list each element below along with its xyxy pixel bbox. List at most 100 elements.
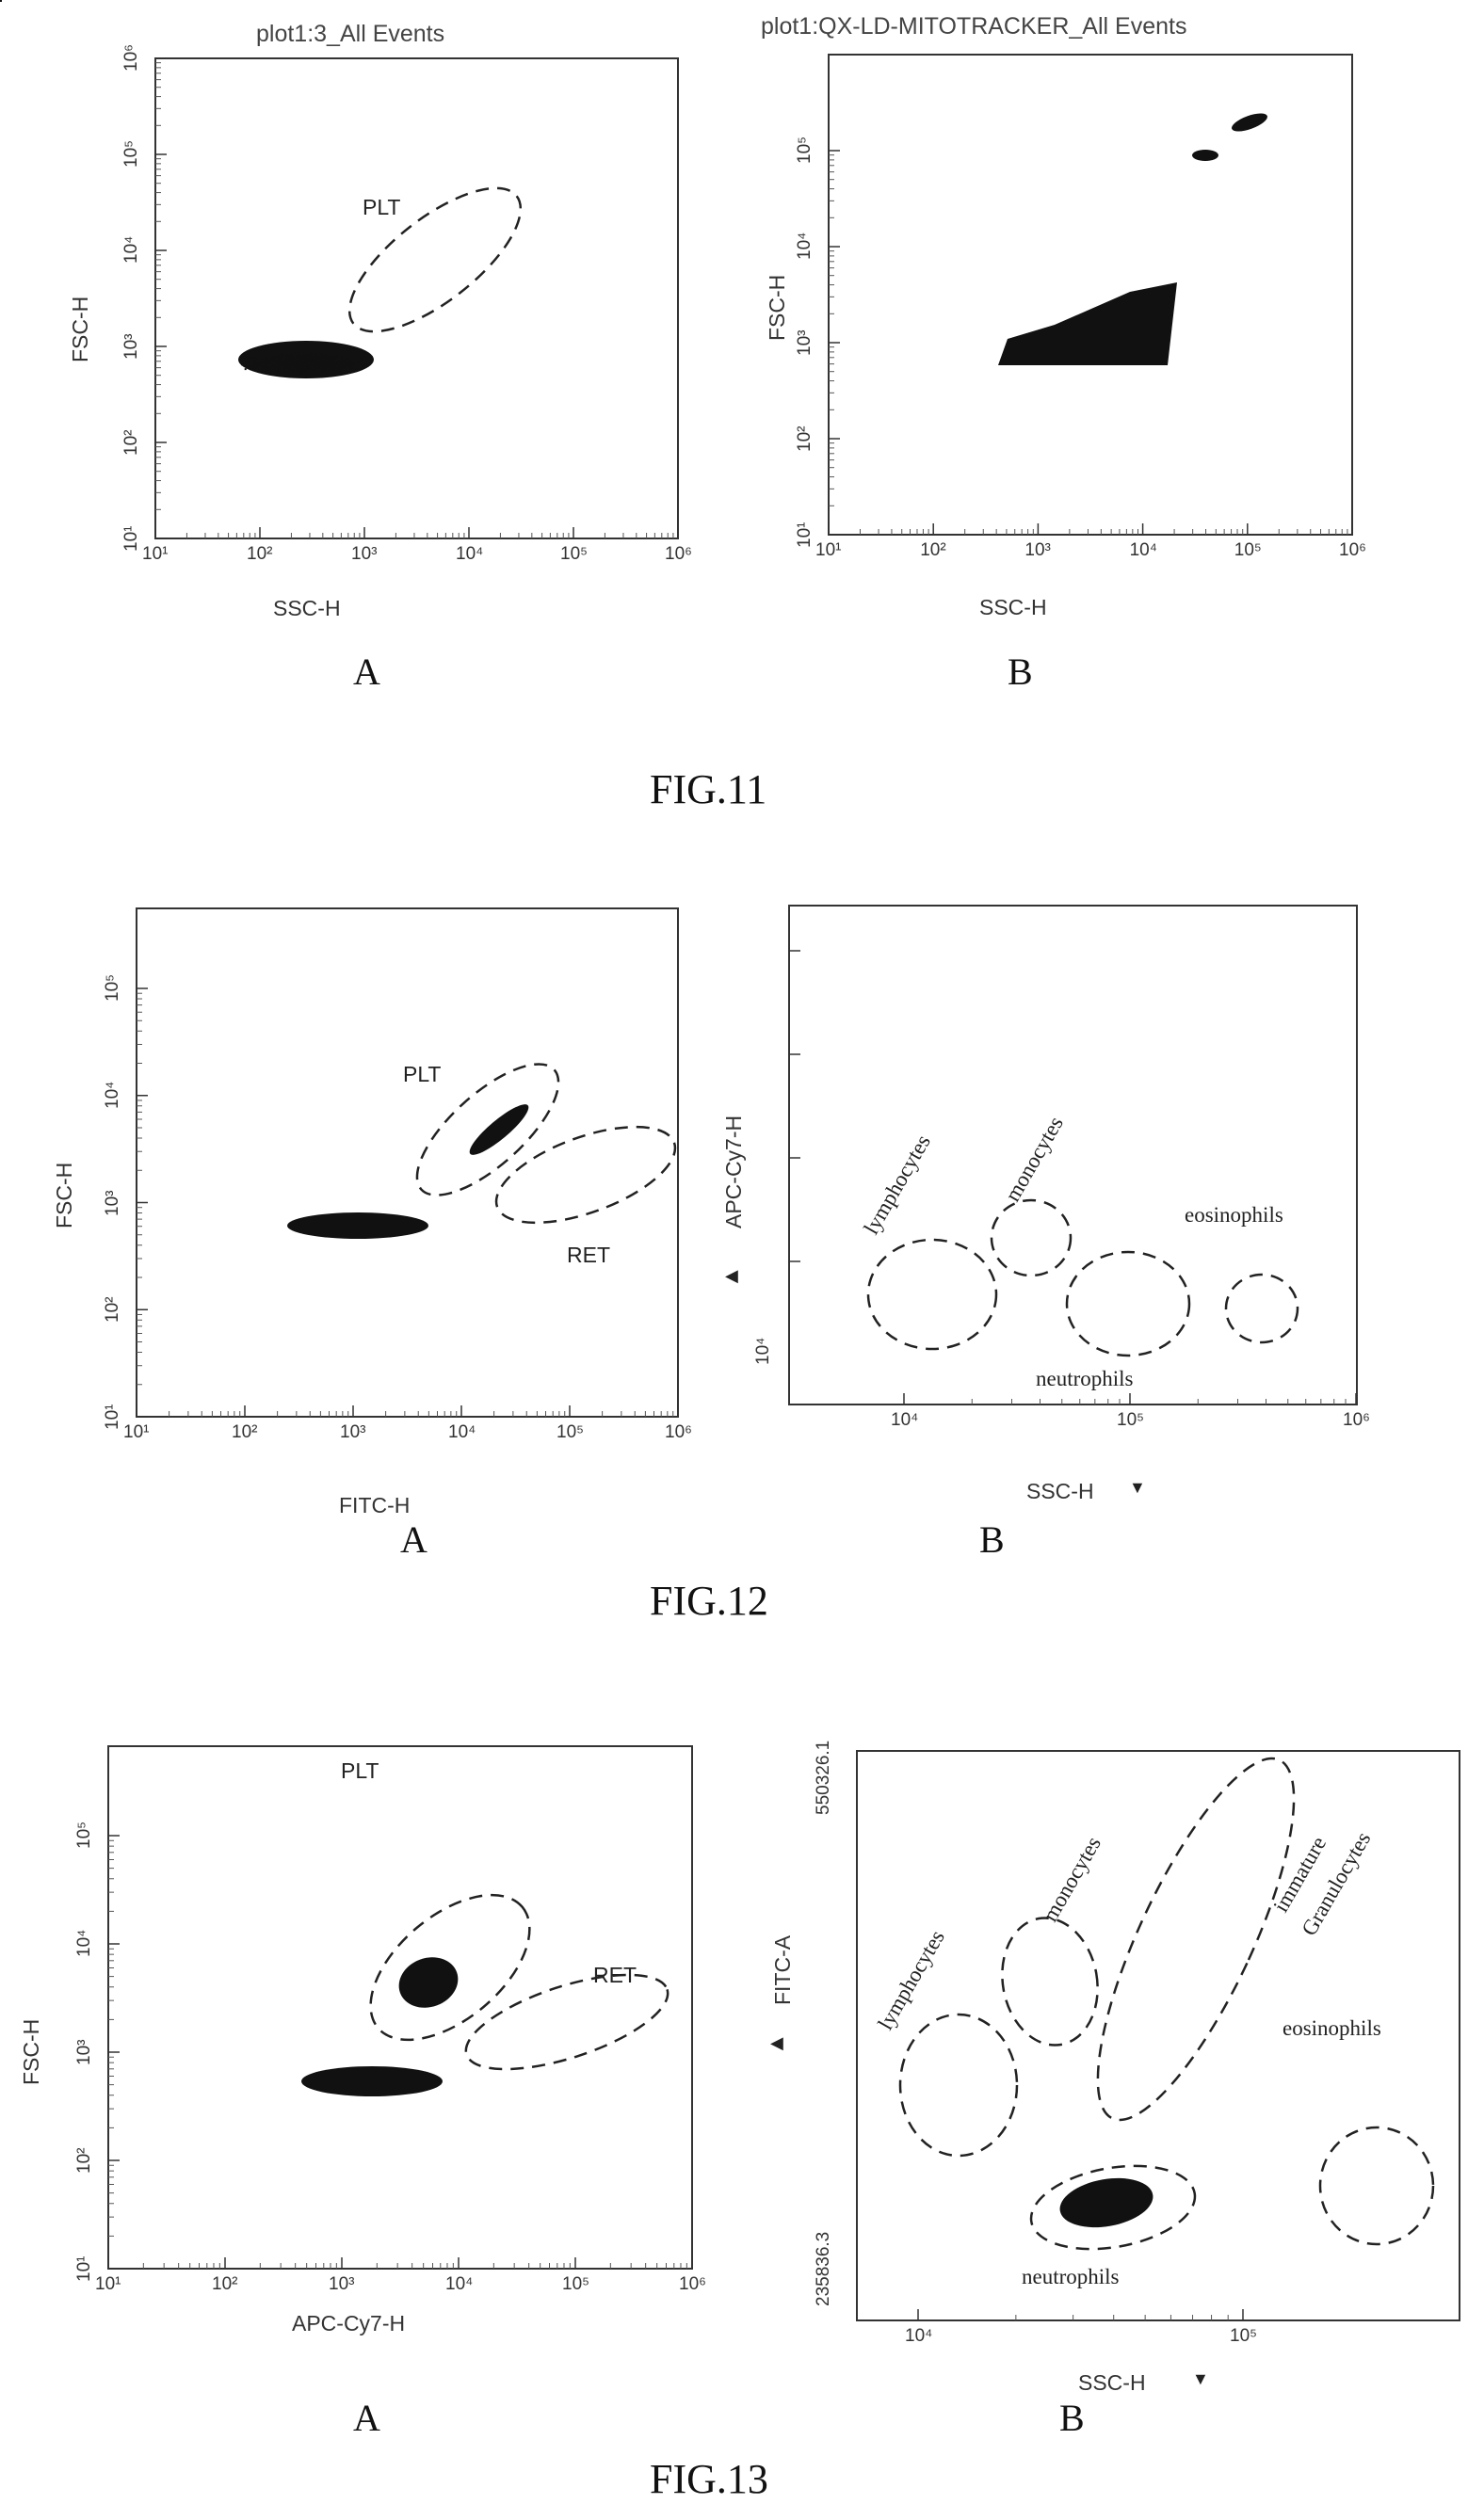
- fig12a-y-tick-label: 10⁵: [103, 973, 122, 1002]
- fig13a-panel-letter: A: [353, 2397, 380, 2439]
- fig12b-panel-letter: B: [979, 1518, 1005, 1561]
- fig13a-y-tick-label: 10⁵: [74, 1821, 94, 1849]
- fig11a-y-tick-label: 10⁶: [121, 44, 141, 72]
- fig13b-gate-lymph-ellipse: [898, 2013, 1019, 2158]
- fig11b-cluster-mid: [1192, 150, 1218, 161]
- fig13a-y-tick-label: 10⁴: [74, 1929, 94, 1957]
- fig11a-plot-frame: [154, 57, 679, 539]
- fig13b-gate-eosinophils: eosinophils: [1282, 2016, 1381, 2040]
- fig11b-main-population: [998, 282, 1177, 365]
- fig13a-plot-frame: [107, 1745, 693, 2270]
- fig12a-plt-population: [469, 1104, 529, 1155]
- fig11b-y-label: FSC-H: [765, 274, 789, 341]
- fig13b-panel-letter: B: [1059, 2397, 1085, 2439]
- fig12b-gate-eos-ellipse: [1224, 1273, 1299, 1344]
- fig12a-x-tick-label: 10⁵: [557, 1422, 585, 1442]
- fig12b-y-label: APC-Cy7-H: [721, 1115, 746, 1228]
- fig13a-x-tick-label: 10⁴: [445, 2274, 474, 2294]
- fig12b-gate-mono-ellipse: [990, 1198, 1073, 1277]
- fig12a-gate-ret-ellipse: [494, 1125, 677, 1225]
- fig11b-x-label: SSC-H: [979, 595, 1047, 619]
- fig11b-x-tick-label: 10⁵: [1234, 540, 1262, 560]
- fig11a-x-tick-label: 10³: [351, 544, 378, 564]
- fig11a-y-tick-label: 10²: [121, 429, 141, 456]
- fig13a-y-tick-label: 10²: [74, 2147, 94, 2174]
- fig12a-x-tick-label: 10¹: [123, 1422, 150, 1442]
- fig13a-y-tick-label: 10³: [74, 2039, 94, 2065]
- fig13b-gate-eos-ellipse: [1318, 2126, 1435, 2246]
- fig13a-x-tick-label: 10⁵: [562, 2274, 590, 2294]
- fig12b-x-tick-label: 10⁶: [1343, 1410, 1370, 1430]
- fig12b-x-tick-label: 10⁴: [891, 1410, 919, 1430]
- fig11b-title: plot1:QX-LD-MITOTRACKER_All Events: [761, 13, 1187, 40]
- fig13b-y-arrow-icon: ◀: [770, 2033, 783, 2052]
- fig12a-x-tick-label: 10³: [340, 1422, 366, 1442]
- fig13a-x-tick-label: 10¹: [95, 2274, 121, 2294]
- fig11a-gate-plt: PLT: [363, 195, 401, 219]
- fig13b-x-arrow-icon: ▼: [1192, 2369, 1209, 2388]
- fig12a-y-label: FSC-H: [52, 1162, 76, 1228]
- fig13a-x-tick-label: 10³: [329, 2274, 355, 2294]
- fig13b-y-tick-top: 550326.1: [814, 1740, 833, 1815]
- fig11-caption: FIG.11: [650, 766, 767, 812]
- fig11a-gate-plt-ellipse: [347, 186, 523, 333]
- fig13a-main-population: [301, 2066, 443, 2096]
- fig12a-x-tick-label: 10⁶: [665, 1422, 692, 1442]
- fig12a-y-tick-label: 10³: [103, 1190, 122, 1216]
- 1.6: [0, 0, 2, 2]
- fig12a-x-tick-label: 10⁴: [448, 1422, 476, 1442]
- fig12b-x-tick-label: 10⁵: [1117, 1410, 1145, 1430]
- fig13b-y-label: FITC-A: [770, 1934, 795, 2005]
- fig13a-gate-ret: RET: [593, 1963, 637, 1987]
- fig11b-x-tick-label: 10⁶: [1339, 540, 1366, 560]
- fig12b-gate-neutrophils: neutrophils: [1036, 1367, 1134, 1390]
- fig12a-main-population: [287, 1212, 428, 1239]
- fig11b-x-tick-label: 10⁴: [1129, 540, 1157, 560]
- fig11a-x-tick-label: 10⁶: [665, 544, 692, 564]
- fig11b-x-tick-label: 10³: [1024, 540, 1051, 560]
- fig12a-gate-plt: PLT: [403, 1062, 442, 1086]
- fig13b-gate-neutrophils: neutrophils: [1022, 2265, 1120, 2288]
- fig12b-y-tick-label: 10⁴: [753, 1337, 773, 1365]
- fig11a-title: plot1:3_All Events: [256, 21, 445, 47]
- fig13b-plot-frame: [856, 1750, 1460, 2321]
- fig12a-x-tick-label: 10²: [232, 1422, 258, 1442]
- fig12b-x-arrow-icon: ▼: [1129, 1478, 1146, 1497]
- fig13b-neut-population: [1059, 2177, 1153, 2228]
- fig12a-x-label: FITC-H: [339, 1493, 411, 1517]
- fig11a-x-tick-label: 10¹: [142, 544, 169, 564]
- fig13b-y-tick-bottom: 235836.3: [814, 2231, 833, 2306]
- fig12a-gate-plt-ellipse: [415, 1063, 560, 1196]
- fig12a-y-tick-label: 10⁴: [103, 1081, 122, 1109]
- fig12b-gate-eosinophils: eosinophils: [1185, 1203, 1283, 1227]
- fig11a-main-scatter: [241, 351, 367, 376]
- fig11b-x-tick-label: 10²: [920, 540, 946, 560]
- fig13a-y-tick-label: 10¹: [74, 2255, 94, 2282]
- fig13a-x-tick-label: 10²: [212, 2274, 238, 2294]
- fig11a-x-tick-label: 10⁵: [560, 544, 589, 564]
- fig11a-x-label: SSC-H: [273, 596, 341, 620]
- fig13b-gate-immature-ellipse: [1096, 1757, 1296, 2122]
- fig13-caption: FIG.13: [650, 2456, 768, 2502]
- fig11b-cluster-top: [1232, 113, 1267, 132]
- fig12b-x-label: SSC-H: [1026, 1479, 1094, 1503]
- fig13b-x-tick-label: 10⁵: [1230, 2326, 1258, 2346]
- fig13a-plt-population: [398, 1957, 459, 2008]
- fig12a-y-tick-label: 10²: [103, 1296, 122, 1324]
- fig11b-y-tick-label: 10³: [795, 329, 815, 356]
- fig11a-panel-letter: A: [353, 650, 380, 693]
- fig13b-gate-neut-ellipse: [1029, 2164, 1197, 2251]
- fig13a-y-label: FSC-H: [19, 2018, 43, 2085]
- fig11b-y-tick-label: 10⁴: [795, 232, 815, 260]
- fig11a-y-label: FSC-H: [68, 296, 92, 362]
- fig11b-panel-letter: B: [1008, 650, 1033, 693]
- fig11a-y-tick-label: 10³: [121, 333, 141, 360]
- fig13a-x-label: APC-Cy7-H: [292, 2311, 406, 2335]
- fig13a-gate-plt: PLT: [341, 1758, 379, 1783]
- fig13a-gate-plt-ellipse: [369, 1893, 531, 2042]
- fig12a-gate-ret: RET: [567, 1243, 610, 1267]
- fig11a-y-tick-label: 10⁵: [121, 139, 141, 168]
- fig12b-y-arrow-icon: ◀: [725, 1266, 738, 1285]
- fig12b-gate-neut-ellipse: [1065, 1250, 1191, 1357]
